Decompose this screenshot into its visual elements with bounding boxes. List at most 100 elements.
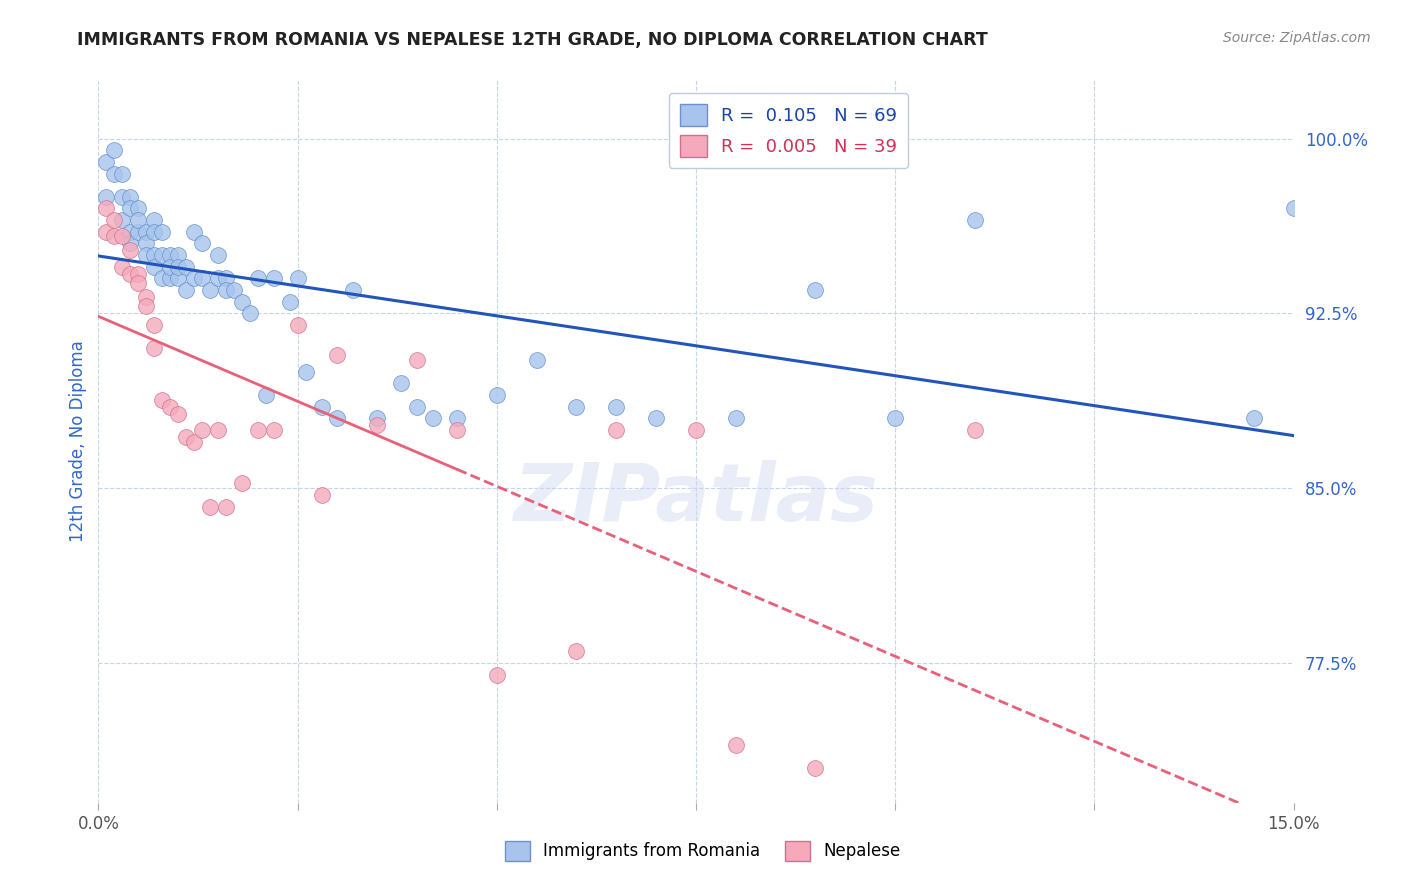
Point bbox=[120, 202, 142, 216]
Point bbox=[207, 248, 229, 262]
Point bbox=[150, 225, 173, 239]
Point bbox=[174, 260, 197, 274]
Point bbox=[150, 392, 173, 407]
Point bbox=[96, 202, 118, 216]
Point bbox=[120, 236, 142, 251]
Point bbox=[174, 283, 197, 297]
Point bbox=[263, 271, 285, 285]
Point bbox=[191, 423, 214, 437]
Point bbox=[565, 644, 588, 658]
Point bbox=[143, 213, 166, 227]
Point bbox=[685, 423, 707, 437]
Text: ZIPatlas: ZIPatlas bbox=[513, 460, 879, 539]
Point bbox=[605, 400, 627, 414]
Point bbox=[406, 353, 429, 368]
Point bbox=[239, 306, 262, 320]
Point bbox=[342, 283, 364, 297]
Point bbox=[207, 423, 229, 437]
Point bbox=[311, 488, 333, 502]
Point bbox=[120, 190, 142, 204]
Point bbox=[143, 318, 166, 332]
Point bbox=[963, 423, 986, 437]
Point bbox=[804, 761, 827, 775]
Point bbox=[724, 738, 747, 752]
Point bbox=[246, 423, 269, 437]
Point bbox=[96, 154, 118, 169]
Point bbox=[605, 423, 627, 437]
Point bbox=[222, 283, 245, 297]
Point bbox=[143, 341, 166, 355]
Point bbox=[135, 225, 157, 239]
Point bbox=[127, 213, 149, 227]
Point bbox=[103, 213, 125, 227]
Point bbox=[215, 283, 238, 297]
Point bbox=[366, 418, 388, 433]
Point bbox=[724, 411, 747, 425]
Point bbox=[804, 283, 827, 297]
Point bbox=[159, 271, 181, 285]
Point bbox=[446, 411, 468, 425]
Point bbox=[389, 376, 412, 391]
Point bbox=[143, 225, 166, 239]
Point bbox=[884, 411, 907, 425]
Point bbox=[103, 143, 125, 157]
Point bbox=[120, 244, 142, 258]
Point bbox=[167, 248, 190, 262]
Point bbox=[127, 276, 149, 290]
Point bbox=[183, 271, 205, 285]
Point bbox=[326, 348, 349, 362]
Point bbox=[231, 476, 253, 491]
Point bbox=[96, 225, 118, 239]
Point bbox=[366, 411, 388, 425]
Point bbox=[111, 229, 134, 244]
Text: IMMIGRANTS FROM ROMANIA VS NEPALESE 12TH GRADE, NO DIPLOMA CORRELATION CHART: IMMIGRANTS FROM ROMANIA VS NEPALESE 12TH… bbox=[77, 31, 988, 49]
Point bbox=[311, 400, 333, 414]
Point bbox=[526, 353, 548, 368]
Point bbox=[1243, 411, 1265, 425]
Point bbox=[135, 248, 157, 262]
Point bbox=[135, 299, 157, 313]
Point bbox=[446, 423, 468, 437]
Point bbox=[127, 225, 149, 239]
Point bbox=[246, 271, 269, 285]
Point bbox=[111, 167, 134, 181]
Point bbox=[191, 236, 214, 251]
Point bbox=[127, 202, 149, 216]
Point bbox=[127, 267, 149, 281]
Text: Source: ZipAtlas.com: Source: ZipAtlas.com bbox=[1223, 31, 1371, 45]
Point bbox=[96, 190, 118, 204]
Point bbox=[645, 411, 668, 425]
Point bbox=[111, 213, 134, 227]
Point bbox=[287, 318, 309, 332]
Legend: R =  0.105   N = 69, R =  0.005   N = 39: R = 0.105 N = 69, R = 0.005 N = 39 bbox=[669, 93, 908, 168]
Point bbox=[287, 271, 309, 285]
Point bbox=[215, 271, 238, 285]
Point bbox=[1282, 202, 1305, 216]
Legend: Immigrants from Romania, Nepalese: Immigrants from Romania, Nepalese bbox=[498, 834, 908, 868]
Point bbox=[120, 267, 142, 281]
Point bbox=[167, 260, 190, 274]
Point bbox=[191, 271, 214, 285]
Point bbox=[231, 294, 253, 309]
Point bbox=[326, 411, 349, 425]
Point bbox=[422, 411, 444, 425]
Point bbox=[485, 667, 508, 681]
Point bbox=[143, 260, 166, 274]
Point bbox=[198, 283, 221, 297]
Point bbox=[111, 260, 134, 274]
Point bbox=[150, 271, 173, 285]
Point bbox=[103, 167, 125, 181]
Point bbox=[215, 500, 238, 514]
Point bbox=[174, 430, 197, 444]
Point bbox=[183, 225, 205, 239]
Point bbox=[963, 213, 986, 227]
Point bbox=[150, 248, 173, 262]
Point bbox=[254, 388, 277, 402]
Point bbox=[565, 400, 588, 414]
Point bbox=[135, 290, 157, 304]
Point bbox=[485, 388, 508, 402]
Point bbox=[103, 229, 125, 244]
Point bbox=[159, 400, 181, 414]
Point bbox=[111, 190, 134, 204]
Point bbox=[167, 407, 190, 421]
